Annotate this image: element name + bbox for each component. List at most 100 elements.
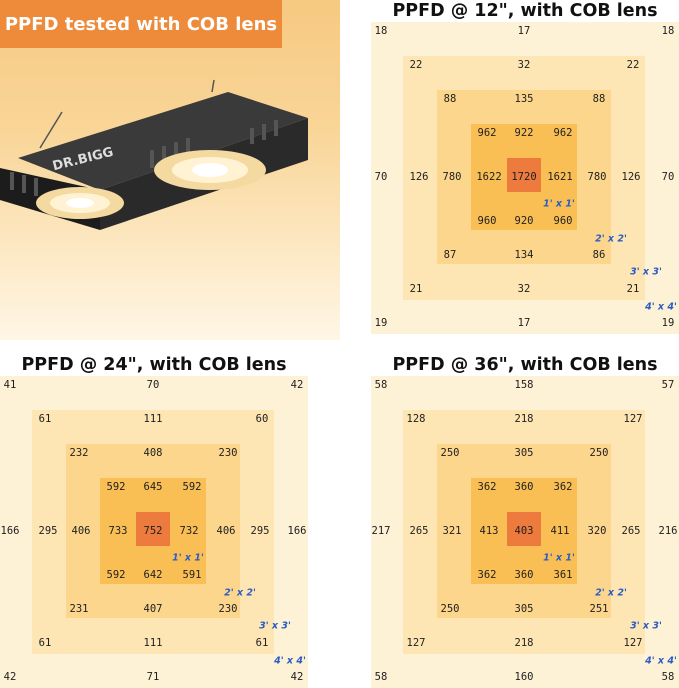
- ppfd-value: 42: [3, 671, 17, 683]
- ppfd-value: 88: [443, 93, 457, 105]
- ppfd-value: 230: [218, 603, 238, 615]
- size-label: 3' x 3': [630, 620, 662, 632]
- ppfd-value: 126: [409, 171, 429, 183]
- ppfd-value: 642: [143, 569, 163, 581]
- size-label: 3' x 3': [259, 620, 291, 632]
- ppfd-value: 780: [442, 171, 462, 183]
- size-label: 4' x 4': [645, 655, 677, 667]
- banner-title: PPFD tested with COB lens: [0, 0, 282, 48]
- ppfd-value: 111: [143, 413, 163, 425]
- ppfd-value: 960: [477, 215, 497, 227]
- ppfd-grid-12in: 18 17 18 70 70 19 17 19 22 32 22 126 126 21 32 21 88 135 8…: [371, 0, 679, 334]
- ppfd-value: 58: [374, 379, 388, 391]
- ppfd-value: 158: [514, 379, 534, 391]
- panel-title: PPFD @ 24", with COB lens: [21, 355, 287, 375]
- ppfd-value: 733: [108, 525, 128, 537]
- size-label: 1' x 1': [172, 552, 204, 564]
- ppfd-value: 362: [553, 481, 573, 493]
- ppfd-center-value: 1720: [511, 171, 537, 183]
- ppfd-value: 1622: [476, 171, 502, 183]
- ppfd-value: 305: [514, 603, 534, 615]
- ppfd-value: 922: [514, 127, 534, 139]
- ppfd-value: 295: [38, 525, 58, 537]
- ppfd-value: 17: [517, 25, 531, 37]
- ppfd-value: 127: [623, 637, 643, 649]
- ppfd-value: 591: [182, 569, 202, 581]
- ppfd-value: 22: [626, 59, 640, 71]
- ppfd-value: 61: [38, 637, 52, 649]
- ppfd-value: 305: [514, 447, 534, 459]
- ppfd-value: 86: [592, 249, 606, 261]
- ppfd-value: 166: [0, 525, 20, 537]
- ppfd-value: 960: [553, 215, 573, 227]
- ppfd-grid-24in: 41 70 42 166 166 42 71 42 61 111 60 295 295 61 111 61 23…: [0, 354, 308, 688]
- ppfd-value: 61: [255, 637, 269, 649]
- ppfd-value: 32: [517, 59, 531, 71]
- ppfd-value: 217: [371, 525, 391, 537]
- ppfd-value: 780: [587, 171, 607, 183]
- ppfd-value: 732: [179, 525, 199, 537]
- size-label: 2' x 2': [595, 233, 627, 245]
- ppfd-value: 362: [477, 569, 497, 581]
- ppfd-value: 21: [626, 283, 640, 295]
- size-label: 2' x 2': [224, 587, 256, 599]
- ppfd-value: 265: [409, 525, 429, 537]
- grow-light-image: [0, 79, 308, 230]
- ppfd-value: 128: [406, 413, 426, 425]
- ppfd-value: 321: [442, 525, 462, 537]
- ppfd-value: 127: [406, 637, 426, 649]
- ppfd-value: 411: [550, 525, 570, 537]
- size-label: 1' x 1': [543, 198, 575, 210]
- ppfd-value: 920: [514, 215, 534, 227]
- ppfd-value: 361: [553, 569, 573, 581]
- ppfd-center-value: 403: [514, 525, 534, 537]
- ppfd-value: 360: [514, 569, 534, 581]
- ppfd-value: 57: [661, 379, 675, 391]
- ppfd-value: 61: [38, 413, 52, 425]
- size-label: 2' x 2': [595, 587, 627, 599]
- ppfd-value: 32: [517, 283, 531, 295]
- ppfd-value: 962: [553, 127, 573, 139]
- product-photo: PPFD tested with COB lens DR.BIG: [0, 0, 340, 340]
- ppfd-value: 160: [514, 671, 534, 683]
- ppfd-value: 406: [216, 525, 236, 537]
- size-label: 4' x 4': [645, 301, 677, 313]
- ppfd-value: 58: [661, 671, 675, 683]
- ppfd-value: 408: [143, 447, 163, 459]
- ppfd-value: 60: [255, 413, 269, 425]
- ppfd-value: 134: [514, 249, 534, 261]
- ppfd-value: 127: [623, 413, 643, 425]
- size-label: 4' x 4': [274, 655, 306, 667]
- ppfd-value: 962: [477, 127, 497, 139]
- ppfd-value: 592: [182, 481, 202, 493]
- ppfd-value: 42: [290, 379, 304, 391]
- size-label: 3' x 3': [630, 266, 662, 278]
- ppfd-value: 218: [514, 413, 534, 425]
- ppfd-value: 295: [250, 525, 270, 537]
- ppfd-value: 406: [71, 525, 91, 537]
- ppfd-value: 320: [587, 525, 607, 537]
- ppfd-value: 19: [661, 317, 675, 329]
- ppfd-value: 216: [658, 525, 678, 537]
- ppfd-value: 362: [477, 481, 497, 493]
- ppfd-value: 21: [409, 283, 423, 295]
- ppfd-value: 251: [589, 603, 609, 615]
- ppfd-value: 41: [3, 379, 17, 391]
- ppfd-value: 413: [479, 525, 499, 537]
- ppfd-value: 230: [218, 447, 238, 459]
- ppfd-grid-36in: 58 158 57 217 216 58 160 58 128 218 127 265 265 127 21…: [371, 354, 679, 688]
- panel-title: PPFD @ 36", with COB lens: [392, 355, 658, 375]
- ppfd-value: 232: [69, 447, 89, 459]
- size-label: 1' x 1': [543, 552, 575, 564]
- ppfd-value: 166: [287, 525, 307, 537]
- ppfd-value: 645: [143, 481, 163, 493]
- ppfd-value: 71: [146, 671, 160, 683]
- ppfd-value: 265: [621, 525, 641, 537]
- ppfd-value: 360: [514, 481, 534, 493]
- ppfd-value: 231: [69, 603, 89, 615]
- ppfd-value: 42: [290, 671, 304, 683]
- ppfd-value: 18: [661, 25, 675, 37]
- ppfd-value: 17: [517, 317, 531, 329]
- ppfd-value: 19: [374, 317, 388, 329]
- zone-center: [136, 512, 170, 546]
